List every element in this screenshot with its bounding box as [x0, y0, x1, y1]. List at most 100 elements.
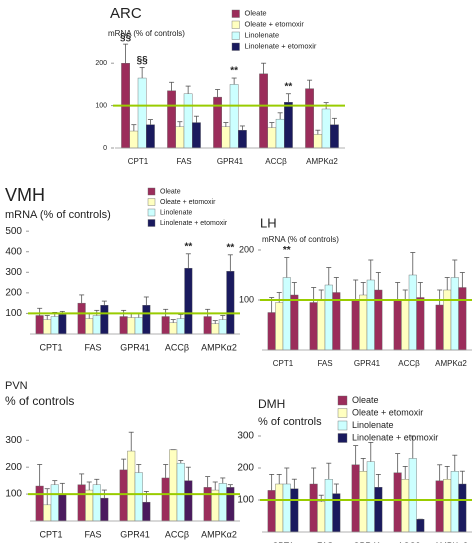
x-tick-label: AMPKα2 — [201, 342, 237, 352]
y-tick-label: 300 — [5, 435, 22, 446]
annotation: ** — [285, 81, 293, 92]
y-tick-label: 200 — [95, 60, 107, 67]
bar — [203, 487, 212, 522]
bar — [77, 484, 86, 522]
y-tick-label: 200 — [5, 462, 22, 473]
legend-swatch — [231, 20, 240, 29]
x-tick-label: FAS — [176, 157, 191, 166]
bar — [374, 487, 383, 533]
bar — [313, 134, 323, 149]
y-tick-label: 100 — [95, 102, 107, 109]
bar — [238, 129, 247, 149]
bar — [309, 483, 318, 533]
bar — [50, 484, 59, 522]
bar — [458, 483, 467, 533]
bar — [366, 461, 375, 533]
bar — [290, 294, 299, 351]
bar — [332, 292, 341, 351]
bar — [408, 274, 417, 351]
legend-label: Linolenate — [352, 420, 394, 430]
bar — [100, 305, 109, 335]
legend-swatch — [147, 219, 156, 227]
bar — [393, 299, 402, 351]
x-tick-label: ACCβ — [398, 540, 421, 543]
annotation: ** — [226, 242, 234, 253]
legend-swatch — [337, 433, 348, 443]
bar — [169, 322, 178, 335]
bar — [134, 472, 143, 522]
bar — [229, 84, 239, 149]
bar — [267, 312, 276, 351]
legend-label: Linolenate + etomoxir — [160, 220, 228, 227]
annotation: §§ — [137, 55, 149, 66]
bar — [305, 88, 314, 149]
x-tick-label: AMPKα2 — [201, 529, 237, 539]
annotation: ** — [184, 241, 192, 252]
bar — [184, 480, 193, 522]
bar — [259, 73, 268, 149]
bar — [142, 501, 151, 522]
chart-title: PVN — [5, 380, 28, 392]
bar — [85, 318, 94, 335]
x-tick-label: CPT1 — [272, 540, 294, 543]
x-tick-label: FAS — [84, 529, 101, 539]
legend-swatch — [337, 395, 348, 406]
bar — [366, 279, 375, 351]
bar — [450, 471, 459, 533]
x-tick-label: ACCβ — [265, 157, 287, 166]
y-axis-label: % of controls — [258, 416, 322, 428]
bar — [443, 479, 452, 533]
y-axis-label: mRNA (% of controls) — [108, 29, 185, 38]
bar — [393, 472, 402, 533]
legend-label: Oleate — [160, 188, 181, 195]
bar — [77, 302, 86, 335]
bar — [183, 93, 193, 149]
x-tick-label: CPT1 — [128, 157, 149, 166]
legend-swatch — [337, 420, 348, 431]
bar — [176, 462, 185, 522]
x-tick-label: ACCβ — [165, 529, 189, 539]
annotation: §§ — [120, 32, 132, 43]
x-tick-label: GPR41 — [120, 342, 150, 352]
legend-swatch — [147, 198, 156, 206]
y-tick-label: 100 — [5, 489, 22, 500]
bar — [416, 297, 425, 351]
bar — [192, 122, 201, 149]
bar — [450, 277, 459, 351]
x-tick-label: FAS — [317, 359, 332, 368]
legend-label: Linolenate — [160, 209, 192, 216]
bar — [282, 483, 291, 533]
bar — [309, 302, 318, 351]
legend-swatch — [147, 187, 156, 196]
bar — [351, 299, 360, 351]
bar — [35, 485, 44, 522]
x-tick-label: CPT1 — [39, 529, 62, 539]
bar — [119, 469, 128, 522]
y-tick-label: 400 — [5, 246, 22, 257]
bar — [401, 299, 410, 351]
bar — [100, 497, 109, 522]
bar — [176, 318, 185, 335]
bar — [129, 130, 139, 149]
y-axis-label: mRNA (% of controls) — [262, 235, 339, 244]
bar — [218, 319, 227, 335]
legend-swatch — [337, 408, 348, 418]
bar — [226, 487, 235, 522]
bar — [321, 108, 331, 149]
bar — [58, 493, 67, 522]
bar — [416, 519, 425, 533]
bar — [43, 504, 52, 522]
bar — [127, 317, 136, 335]
bar — [351, 464, 360, 533]
bar — [275, 483, 284, 533]
chart-title: VMH — [5, 185, 45, 205]
legend-swatch — [231, 42, 240, 51]
x-tick-label: GPR41 — [120, 529, 150, 539]
bar — [161, 477, 170, 522]
bar — [92, 315, 101, 335]
bar — [435, 304, 444, 351]
x-tick-label: CPT1 — [273, 359, 294, 368]
legend-swatch — [147, 208, 156, 217]
bar — [167, 90, 176, 149]
